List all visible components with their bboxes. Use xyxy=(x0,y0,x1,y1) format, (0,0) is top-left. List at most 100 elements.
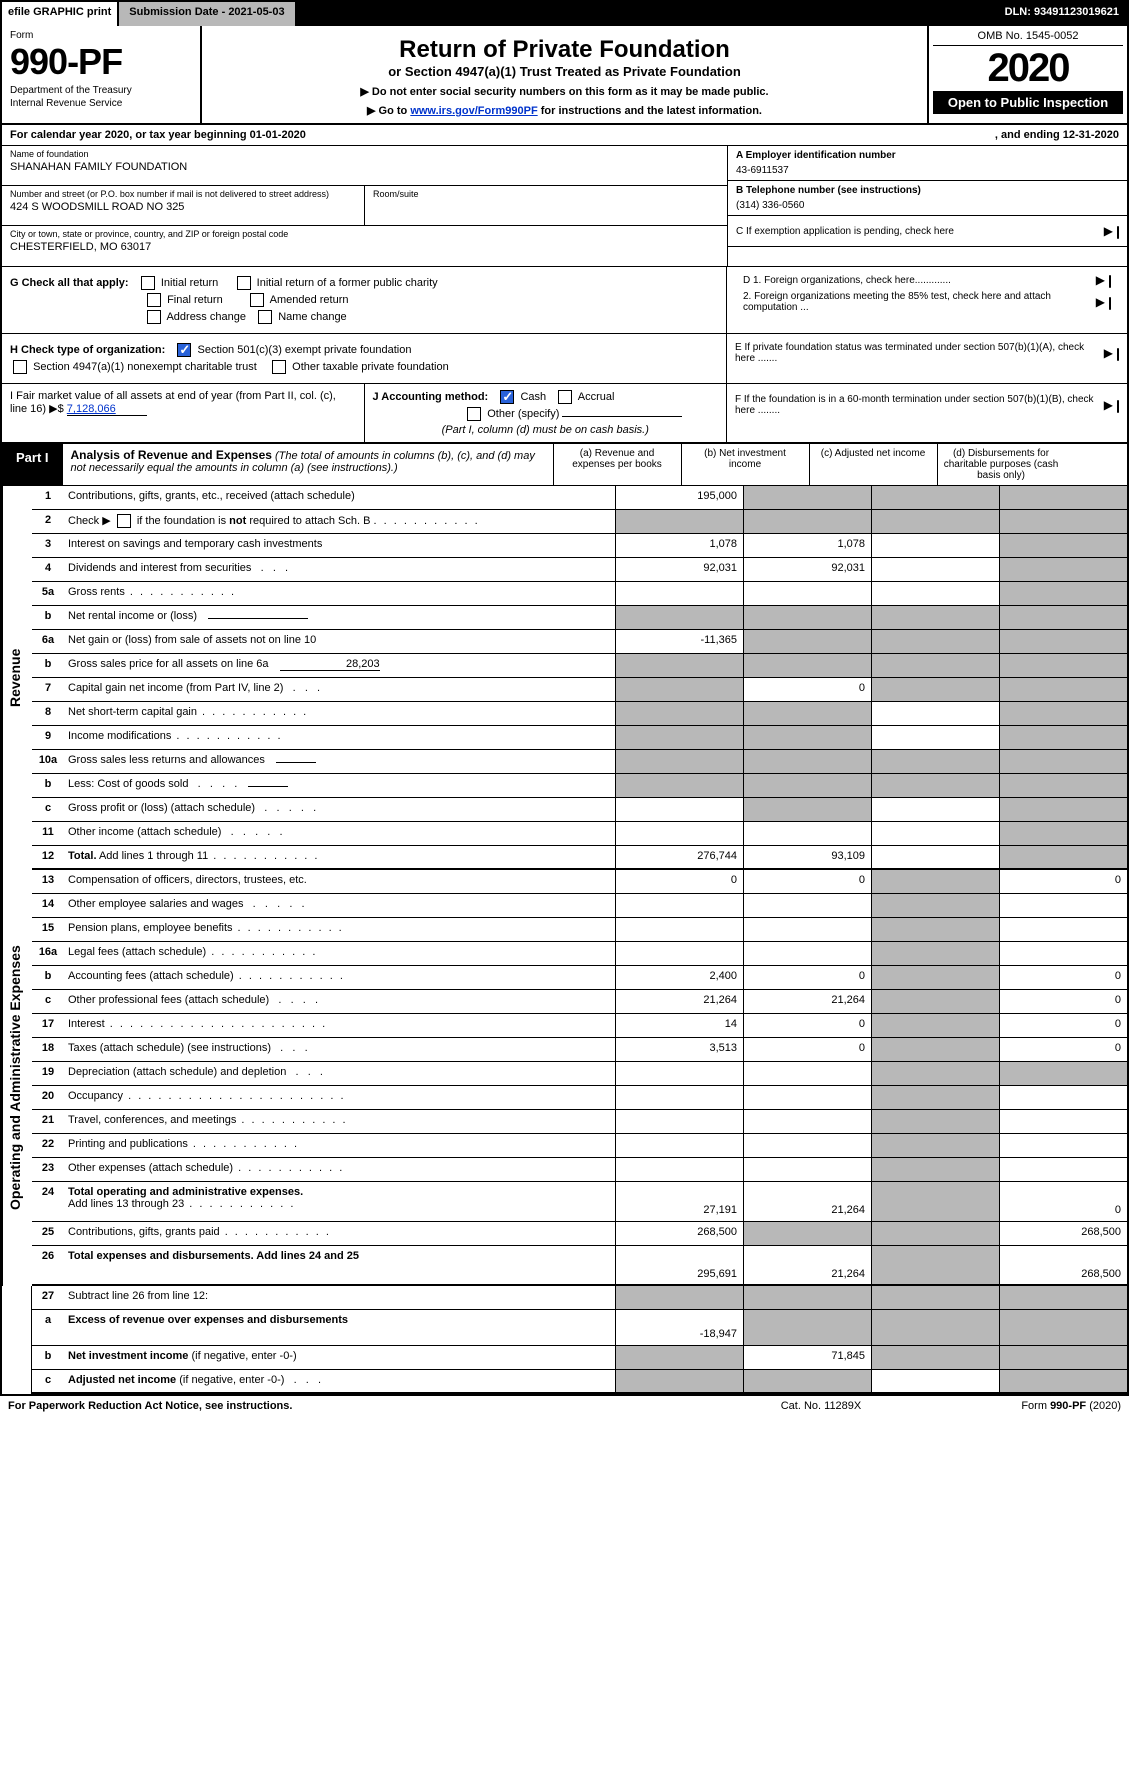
desc-10ct: Gross profit or (loss) (attach schedule) xyxy=(68,802,255,814)
ln-15: 15 xyxy=(32,918,64,941)
desc-16a: Legal fees (attach schedule) xyxy=(64,942,615,965)
r20-d xyxy=(999,1086,1127,1109)
r4-c xyxy=(871,558,999,581)
instr-ssn: ▶ Do not enter social security numbers o… xyxy=(212,85,917,98)
r2-a xyxy=(615,510,743,533)
year-ending: , and ending 12-31-2020 xyxy=(995,129,1119,141)
irs-link[interactable]: www.irs.gov/Form990PF xyxy=(410,105,537,117)
ln-7: 7 xyxy=(32,678,64,701)
desc-18t: Taxes (attach schedule) (see instruction… xyxy=(68,1042,271,1054)
dept-treasury: Department of the Treasury xyxy=(10,85,192,96)
r5a-c xyxy=(871,582,999,605)
r18-a: 3,513 xyxy=(615,1038,743,1061)
r27a-c xyxy=(871,1310,999,1345)
g-addr: Address change xyxy=(166,311,246,323)
row-21: 21 Travel, conferences, and meetings xyxy=(32,1110,1127,1134)
form-ref: Form 990-PF (2020) xyxy=(921,1400,1121,1412)
r5a-a xyxy=(615,582,743,605)
r14-c xyxy=(871,894,999,917)
row-16a: 16a Legal fees (attach schedule) xyxy=(32,942,1127,966)
header-right: OMB No. 1545-0052 2020 Open to Public In… xyxy=(927,26,1127,123)
r10c-c xyxy=(871,798,999,821)
other-method-checkbox[interactable] xyxy=(467,407,481,421)
year-beginning: For calendar year 2020, or tax year begi… xyxy=(10,129,995,141)
part1-desc: Analysis of Revenue and Expenses (The to… xyxy=(63,444,553,485)
ln-9: 9 xyxy=(32,726,64,749)
ln-2: 2 xyxy=(32,510,64,533)
row-17: 17 Interest 14 0 0 xyxy=(32,1014,1127,1038)
ln-16c: c xyxy=(32,990,64,1013)
row-10b: b Less: Cost of goods sold . . . . xyxy=(32,774,1127,798)
dots xyxy=(197,706,308,718)
calendar-year-row: For calendar year 2020, or tax year begi… xyxy=(2,125,1127,146)
r10b-d xyxy=(999,774,1127,797)
f-checkbox[interactable] xyxy=(1117,400,1119,413)
ln-5a: 5a xyxy=(32,582,64,605)
topbar-spacer xyxy=(297,2,997,26)
amended-checkbox[interactable] xyxy=(250,293,264,307)
r9-a xyxy=(615,726,743,749)
r6a-b xyxy=(743,630,871,653)
name-change-checkbox[interactable] xyxy=(258,310,272,324)
initial-former-checkbox[interactable] xyxy=(237,276,251,290)
r10a-a xyxy=(615,750,743,773)
desc-17t: Interest xyxy=(68,1018,105,1030)
r16c-c xyxy=(871,990,999,1013)
e-text: E If private foundation status was termi… xyxy=(735,342,1104,364)
r21-a xyxy=(615,1110,743,1133)
r11-c xyxy=(871,822,999,845)
desc-6b: Gross sales price for all assets on line… xyxy=(64,654,615,677)
cash-checkbox[interactable] xyxy=(500,390,514,404)
j-cash: Cash xyxy=(520,391,546,403)
d1-checkbox[interactable] xyxy=(1109,275,1111,288)
address-change-checkbox[interactable] xyxy=(147,310,161,324)
desc-20t: Occupancy xyxy=(68,1090,123,1102)
501c3-checkbox[interactable] xyxy=(177,343,191,357)
row-8: 8 Net short-term capital gain xyxy=(32,702,1127,726)
row-18: 18 Taxes (attach schedule) (see instruct… xyxy=(32,1038,1127,1062)
r25-c xyxy=(871,1222,999,1245)
e-checkbox[interactable] xyxy=(1117,348,1119,361)
other-taxable-checkbox[interactable] xyxy=(272,360,286,374)
r25-a: 268,500 xyxy=(615,1222,743,1245)
4947-checkbox[interactable] xyxy=(13,360,27,374)
ln-26: 26 xyxy=(32,1246,64,1284)
col-b-header: (b) Net investment income xyxy=(681,444,809,485)
desc-2b: if the foundation is not required to att… xyxy=(137,515,371,527)
r27c-b xyxy=(743,1370,871,1392)
row-27a: a Excess of revenue over expenses and di… xyxy=(32,1310,1127,1346)
c-checkbox[interactable] xyxy=(1117,226,1119,239)
row-16b: b Accounting fees (attach schedule) 2,40… xyxy=(32,966,1127,990)
r6b-a xyxy=(615,654,743,677)
r7-c xyxy=(871,678,999,701)
r7-a xyxy=(615,678,743,701)
accrual-checkbox[interactable] xyxy=(558,390,572,404)
g-d-area: G Check all that apply: Initial return I… xyxy=(2,267,1127,334)
r26-d: 268,500 xyxy=(999,1246,1127,1284)
r8-d xyxy=(999,702,1127,725)
r7-b: 0 xyxy=(743,678,871,701)
row-16c: c Other professional fees (attach schedu… xyxy=(32,990,1127,1014)
desc-18: Taxes (attach schedule) (see instruction… xyxy=(64,1038,615,1061)
ein-label: A Employer identification number xyxy=(736,150,1119,161)
dots xyxy=(234,1090,345,1102)
r3-b: 1,078 xyxy=(743,534,871,557)
j-accrual: Accrual xyxy=(578,391,615,403)
r1-a: 195,000 xyxy=(615,486,743,509)
h-501c3: Section 501(c)(3) exempt private foundat… xyxy=(197,344,411,356)
desc-23: Other expenses (attach schedule) xyxy=(64,1158,615,1181)
d2-checkbox[interactable] xyxy=(1109,297,1111,310)
ln-12: 12 xyxy=(32,846,64,868)
initial-return-checkbox[interactable] xyxy=(141,276,155,290)
ln-27c: c xyxy=(32,1370,64,1392)
desc-5at: Gross rents xyxy=(68,586,125,598)
dots xyxy=(220,1226,331,1238)
r16c-d: 0 xyxy=(999,990,1127,1013)
r7-d xyxy=(999,678,1127,701)
schb-checkbox[interactable] xyxy=(117,514,131,528)
final-return-checkbox[interactable] xyxy=(147,293,161,307)
r27a-a: -18,947 xyxy=(615,1310,743,1345)
r10c-b xyxy=(743,798,871,821)
desc-2a: Check ▶ xyxy=(68,515,111,527)
r12-a: 276,744 xyxy=(615,846,743,868)
